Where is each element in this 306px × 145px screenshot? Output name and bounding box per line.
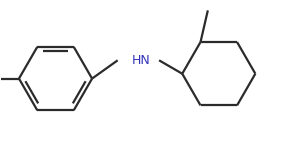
Text: HN: HN bbox=[132, 54, 150, 67]
